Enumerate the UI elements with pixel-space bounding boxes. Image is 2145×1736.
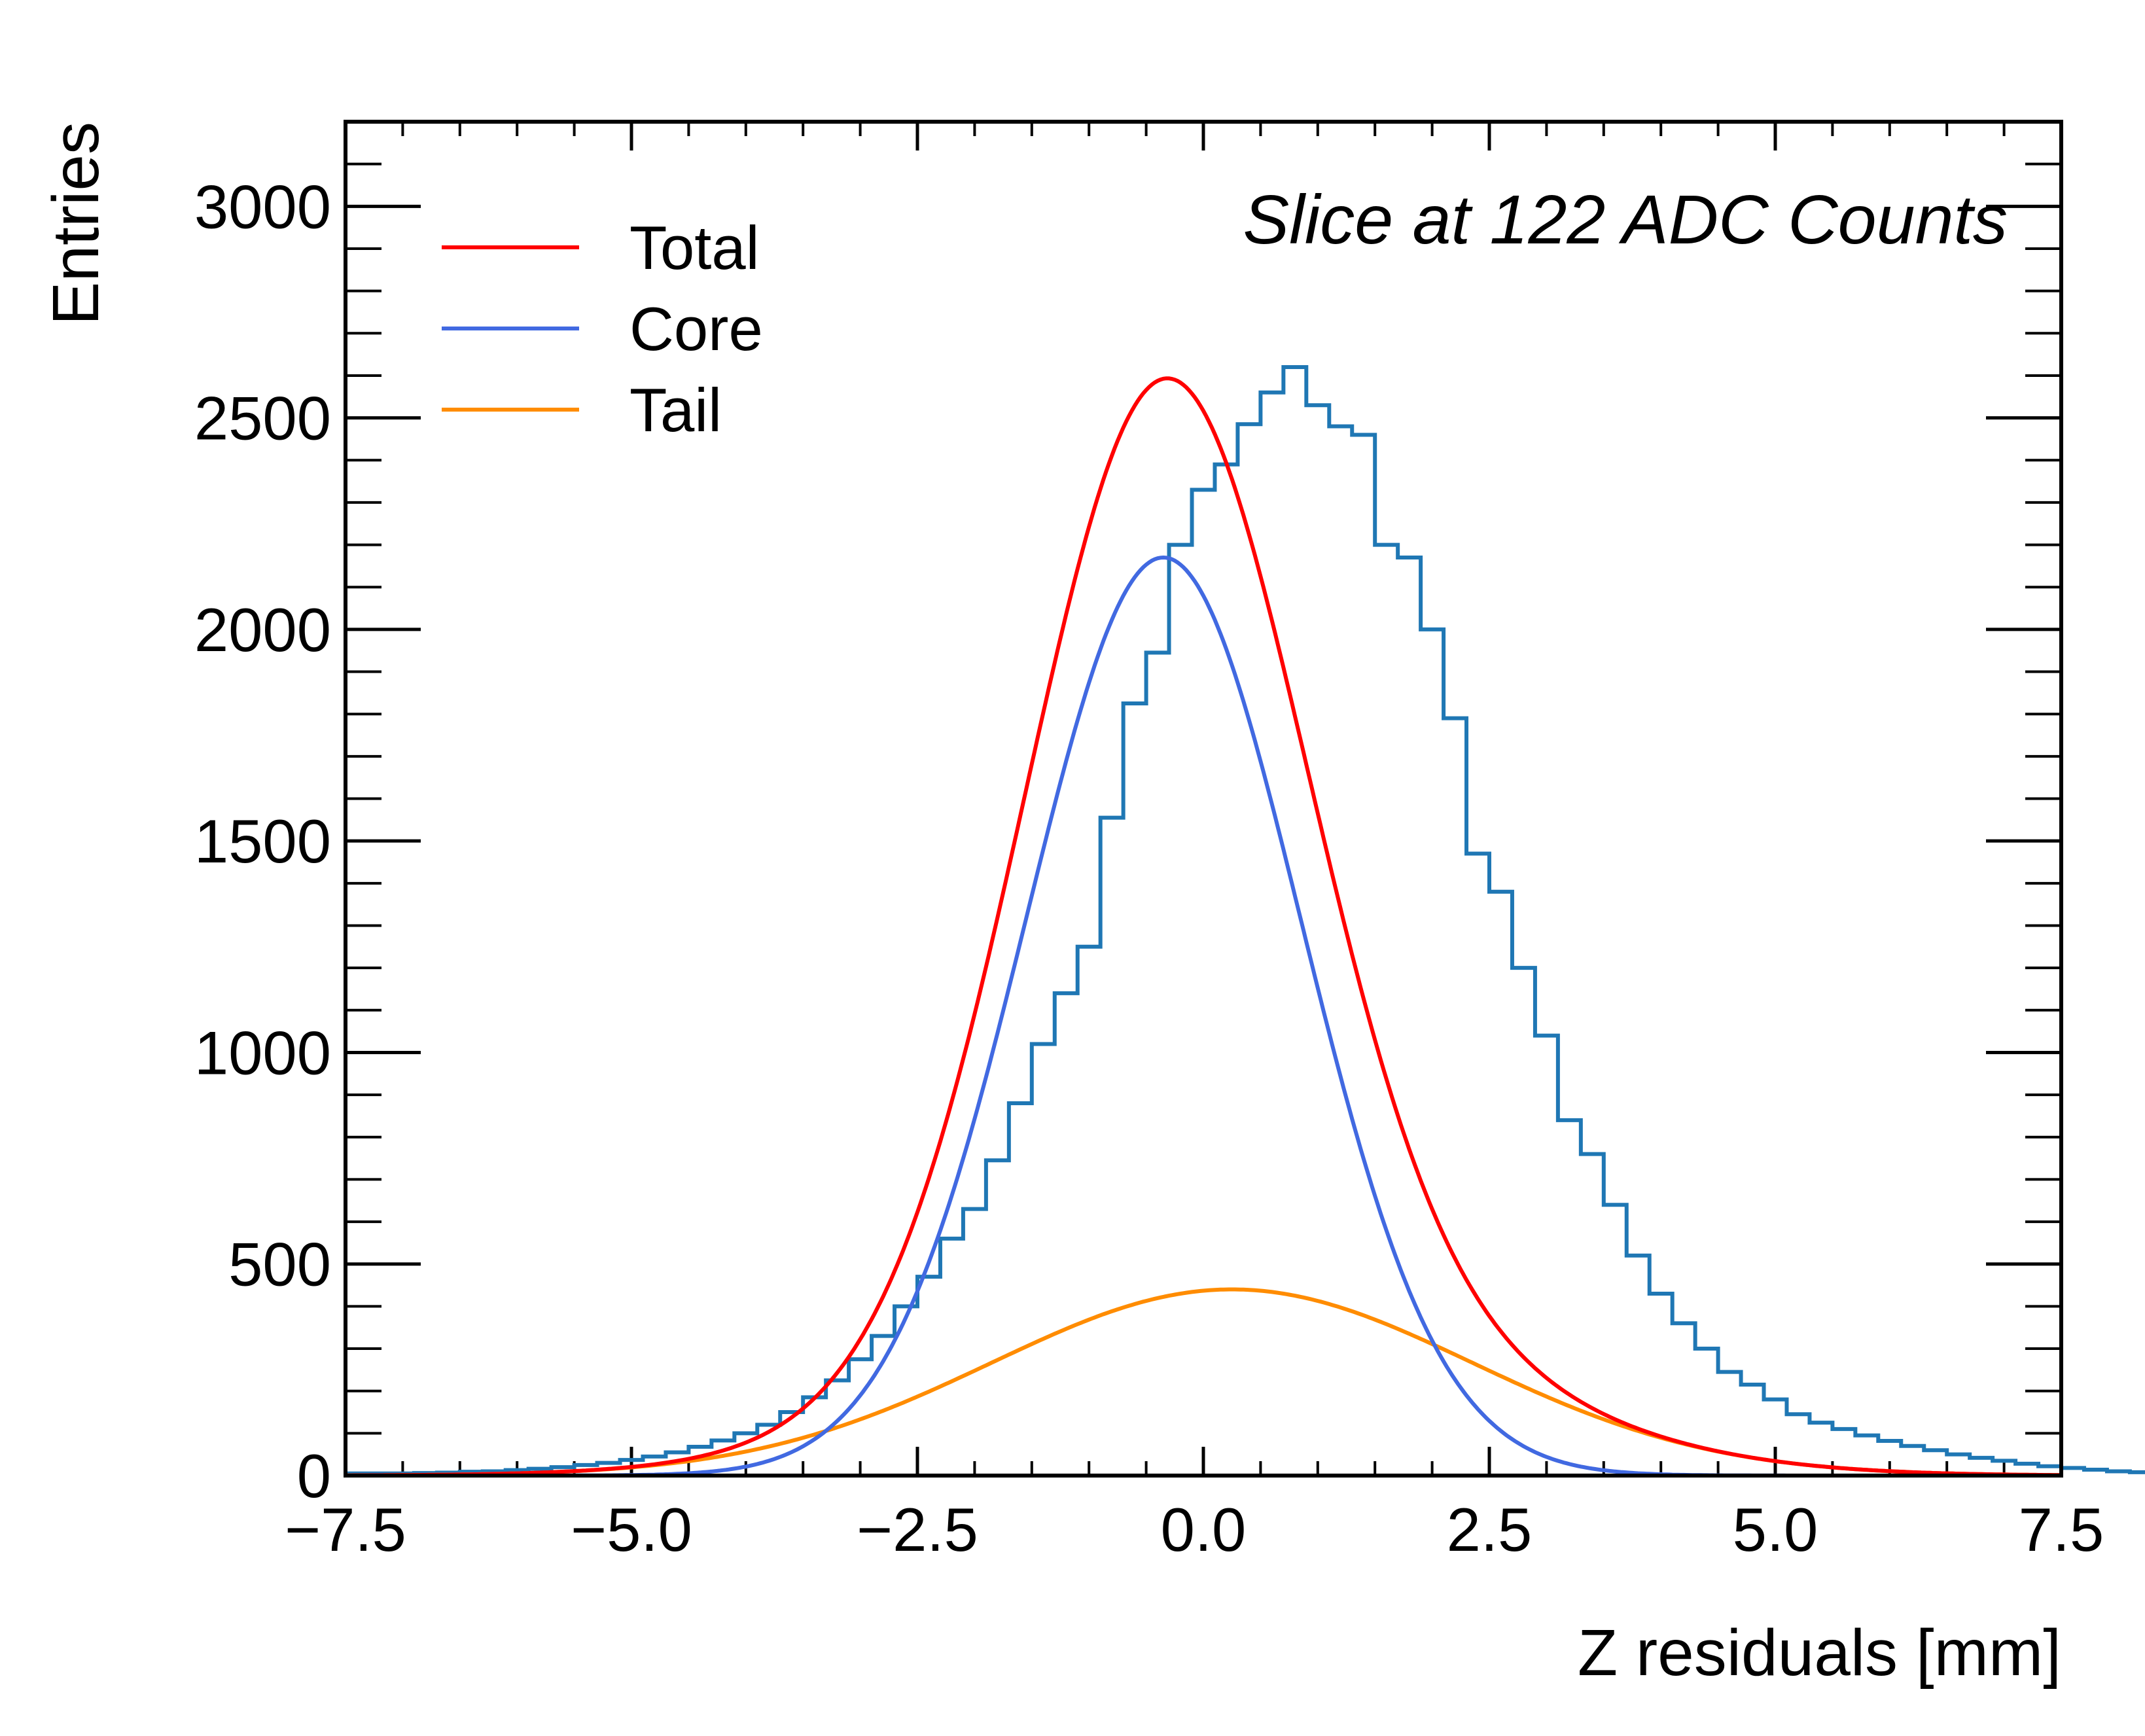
y-tick-label: 1500 (194, 807, 331, 876)
x-tick-label: 5.0 (1733, 1495, 1818, 1564)
fit-curves-layer (346, 376, 2062, 1478)
x-axis-label: Z residuals [mm] (1578, 1616, 2061, 1690)
y-tick-label: 500 (228, 1230, 331, 1299)
fit-curve-core (346, 555, 2061, 1478)
x-tick-label: 2.5 (1447, 1495, 1533, 1564)
y-tick-label: 2500 (194, 384, 331, 453)
x-tick-label: −5.0 (571, 1495, 692, 1564)
x-tick-label: −2.5 (857, 1495, 978, 1564)
plot-frame (344, 120, 2063, 1478)
tick-marks (344, 120, 2063, 1478)
legend: Total Core Tail (442, 213, 763, 444)
y-tick-label: 2000 (194, 595, 331, 664)
x-tick-label: −7.5 (285, 1495, 406, 1564)
legend-label-core: Core (629, 294, 763, 363)
histogram-steps (346, 365, 2145, 1476)
y-tick-label: 1000 (194, 1018, 331, 1087)
x-tick-label: 0.0 (1161, 1495, 1247, 1564)
tick-labels: −7.5 −5.0 −2.5 0.0 2.5 5.0 7.5 0 500 1000 1500 2000… (194, 172, 2104, 1564)
legend-label-tail: Tail (629, 376, 722, 444)
histogram-layer (346, 365, 2145, 1476)
y-tick-label: 0 (297, 1442, 331, 1510)
y-tick-label: 3000 (194, 172, 331, 241)
fit-curve-total (346, 376, 2062, 1478)
x-tick-label: 7.5 (2019, 1495, 2104, 1564)
legend-label-total: Total (629, 213, 760, 282)
slice-annotation: Slice at 122 ADC Counts (1243, 181, 2008, 258)
y-axis-label: Entries (39, 122, 113, 325)
